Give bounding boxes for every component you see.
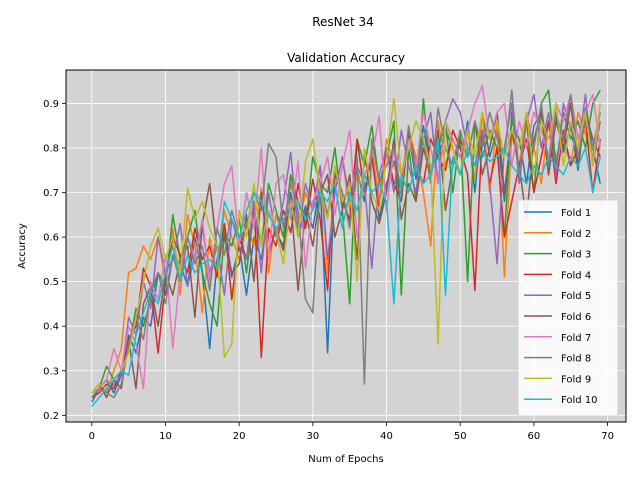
y-axis-label: Accuracy [17, 223, 28, 269]
x-tick-label: 10 [159, 431, 172, 442]
legend-label-fold-1: Fold 1 [561, 208, 591, 219]
legend-label-fold-8: Fold 8 [561, 354, 591, 365]
x-tick-label: 40 [380, 431, 393, 442]
series-line-fold-9 [91, 98, 601, 394]
legend-label-fold-9: Fold 9 [561, 374, 591, 385]
y-tick-label: 0.8 [43, 143, 59, 154]
y-tick-label: 0.9 [43, 99, 59, 110]
y-axis: 0.2 0.3 0.4 0.5 0.6 0.7 0.8 0.9 [43, 99, 66, 422]
legend-label-fold-3: Fold 3 [561, 250, 591, 261]
x-tick-label: 60 [528, 431, 541, 442]
y-tick-label: 0.4 [43, 322, 59, 333]
y-tick-label: 0.3 [43, 366, 59, 377]
y-tick-label: 0.5 [43, 277, 59, 288]
y-tick-label: 0.7 [43, 188, 59, 199]
x-tick-label: 70 [601, 431, 614, 442]
x-tick-label: 20 [233, 431, 246, 442]
legend-label-fold-4: Fold 4 [561, 270, 591, 281]
legend-label-fold-10: Fold 10 [561, 395, 598, 406]
legend-label-fold-2: Fold 2 [561, 229, 591, 240]
series-line-fold-10 [91, 138, 601, 407]
x-axis-label: Num of Epochs [308, 454, 383, 465]
x-tick-label: 30 [306, 431, 319, 442]
x-tick-label: 0 [89, 431, 95, 442]
y-tick-label: 0.2 [43, 411, 59, 422]
plot-frame [65, 69, 627, 423]
legend-label-fold-6: Fold 6 [561, 312, 591, 323]
chart-suptitle: ResNet 34 [312, 15, 374, 29]
legend: Fold 1 Fold 2 Fold 3 Fold 4 Fold 5 Fold 6 Fold… [517, 199, 619, 417]
series-lines [91, 84, 601, 407]
series-line-fold-7 [91, 84, 601, 394]
chart-title: Validation Accuracy [287, 51, 405, 65]
legend-label-fold-7: Fold 7 [561, 333, 591, 344]
x-tick-label: 50 [454, 431, 467, 442]
y-tick-label: 0.6 [43, 233, 59, 244]
legend-label-fold-5: Fold 5 [561, 291, 591, 302]
x-axis: 0 10 20 30 40 50 60 70 [89, 422, 614, 442]
